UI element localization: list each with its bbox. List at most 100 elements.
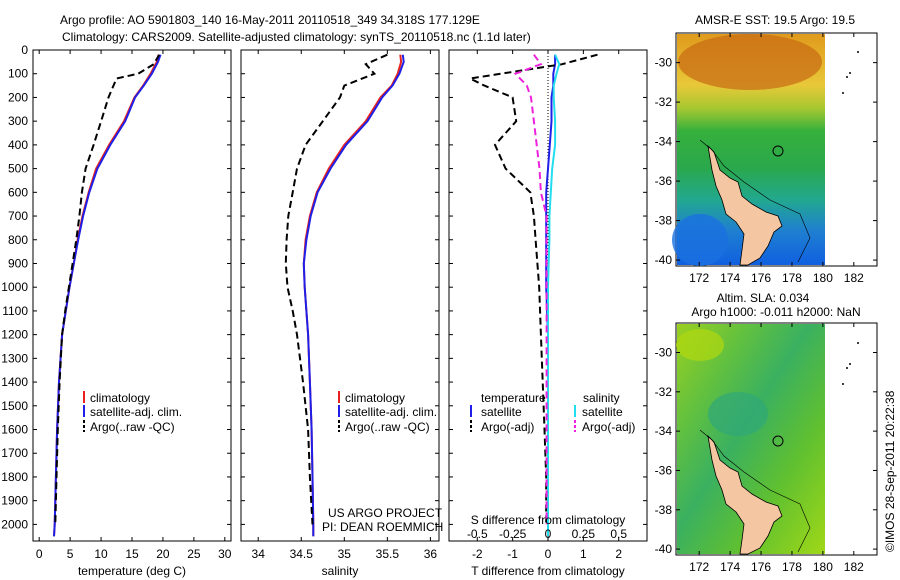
map-y-tick-label: -36 <box>655 174 673 188</box>
legend-s-satellite: satellite <box>582 405 623 419</box>
legend-satellite-adj: satellite-adj. clim. <box>90 405 182 419</box>
x-tick-label: 20 <box>156 547 170 561</box>
legend-argo: Argo(..raw -QC) <box>90 420 175 434</box>
map-x-tick-label: 172 <box>689 271 709 285</box>
depth-axis: 0 100 200 300 400 500 600 700 800 900 1000 1100 1200… <box>1 43 647 531</box>
s-tick-label: 0 <box>545 527 552 541</box>
x-tick-label: 34.5 <box>290 547 314 561</box>
x-tick-label: 1 <box>580 547 587 561</box>
series-t-argo-adj- <box>466 53 598 525</box>
x-tick-label: 15 <box>125 547 139 561</box>
y-tick-label: 600 <box>8 185 28 199</box>
argo-float-position <box>772 145 784 157</box>
argo-float-position <box>772 435 784 447</box>
series-climatology <box>53 54 160 537</box>
map-x-tick-label: 178 <box>782 271 802 285</box>
t-difference-xlabel: T difference from climatology <box>471 564 625 578</box>
legend-t-argo: Argo(-adj) <box>481 420 534 434</box>
s-tick-label: 0.25 <box>572 527 596 541</box>
temperature-panel: 0100200300400500600700800900100011001200… <box>1 43 647 578</box>
salinity-panel: 34 34.5 35 35.5 36 salinity climatology sate… <box>240 49 443 578</box>
map-y-tick-label: -30 <box>655 345 673 359</box>
x-tick-label: 2 <box>615 547 622 561</box>
s-difference-ticks: -0.5 -0.25 0 0.25 0.5 <box>467 527 627 541</box>
x-tick-label: 0 <box>36 547 43 561</box>
legend-climatology: climatology <box>345 391 405 405</box>
y-tick-label: 1300 <box>1 351 28 365</box>
temperature-legend: climatology satellite-adj. clim. Argo(..… <box>83 391 182 434</box>
sla-high-patch <box>676 329 724 361</box>
kermadec-islands <box>842 51 859 94</box>
map-x-tick-label: 174 <box>720 271 740 285</box>
x-tick-label: 36 <box>424 547 438 561</box>
sst-map: AMSR-E SST: 19.5 Argo: 19.5 172 174 176 178… <box>655 13 878 285</box>
sst-cool-patch <box>672 214 728 266</box>
title-line-1: Argo profile: AO 5901803_140 16-May-2011… <box>60 13 480 27</box>
map-y-tick-label: -30 <box>655 56 673 70</box>
y-tick-label: 300 <box>8 114 28 128</box>
map-y-tick-label: -36 <box>655 463 673 477</box>
s-tick-label: -0.25 <box>499 527 527 541</box>
x-tick-label: 0 <box>545 547 552 561</box>
x-tick-label: -2 <box>472 547 483 561</box>
legend-t-satellite: satellite <box>481 405 522 419</box>
kermadec-islands <box>842 342 859 385</box>
x-tick-label: -1 <box>507 547 518 561</box>
series-satellite-adj-clim- <box>53 54 162 537</box>
difference-panel: -2 -1 0 1 2 S difference from climatology -0… <box>448 49 648 578</box>
s-tick-label: 0.5 <box>610 527 627 541</box>
bathymetry-contour <box>699 139 811 263</box>
series-s-satellite <box>547 54 561 537</box>
x-tick-label: 25 <box>187 547 201 561</box>
y-tick-label: 1800 <box>1 470 28 484</box>
y-tick-label: 1100 <box>2 304 28 318</box>
salinity-axes-box <box>240 49 440 542</box>
map-y-tick-label: -40 <box>655 253 673 267</box>
legend-header-salinity: salinity <box>583 391 620 405</box>
y-tick-label: 400 <box>8 138 28 152</box>
series-argo-raw-qc- <box>54 54 161 525</box>
credit-line-1: US ARGO PROJECT <box>328 506 443 520</box>
credit-line-2: PI: DEAN ROEMMICH <box>322 520 443 534</box>
sst-map-axes: 172 174 176 178 180 182 -30 -32 -34 -36 -38 -40 <box>655 33 877 285</box>
sla-map-axes: 172 174 176 178 180 182 -30 -32 -34 -36 -38 -40 <box>655 323 877 574</box>
y-tick-label: 100 <box>8 67 28 81</box>
y-tick-label: 1000 <box>1 280 28 294</box>
s-tick-label: -0.5 <box>467 527 488 541</box>
sla-map-subtitle: Argo h1000: -0.011 h2000: NaN <box>691 305 860 319</box>
sst-warm-patch <box>678 34 822 90</box>
temperature-axes-box <box>32 49 232 542</box>
x-tick-label: 5 <box>67 547 74 561</box>
map-x-tick-label: 182 <box>844 560 864 574</box>
x-tick-label: 35.5 <box>376 547 400 561</box>
map-x-tick-label: 172 <box>689 560 709 574</box>
legend-header-temperature: temperature <box>481 391 546 405</box>
y-tick-label: 1600 <box>1 423 28 437</box>
x-tick-label: 30 <box>218 547 232 561</box>
y-tick-label: 2000 <box>1 517 28 531</box>
y-tick-label: 200 <box>8 90 28 104</box>
map-x-tick-label: 176 <box>751 560 771 574</box>
legend-argo: Argo(..raw -QC) <box>345 420 430 434</box>
y-tick-label: 1700 <box>1 446 28 460</box>
map-x-tick-label: 180 <box>813 271 833 285</box>
s-difference-xlabel: S difference from climatology <box>471 513 626 527</box>
map-y-tick-label: -34 <box>655 424 673 438</box>
temperature-series <box>53 54 162 537</box>
salinity-series <box>284 53 405 537</box>
series-s-argo-adj- <box>513 54 548 525</box>
map-y-tick-label: -40 <box>655 542 673 556</box>
series-argo-raw-qc- <box>284 53 388 525</box>
map-x-tick-label: 176 <box>751 271 771 285</box>
x-tick-label: 35 <box>338 547 352 561</box>
map-y-tick-label: -32 <box>655 95 673 109</box>
map-y-tick-label: -38 <box>655 503 673 517</box>
difference-x-axis: -2 -1 0 1 2 <box>472 50 622 561</box>
difference-series <box>466 53 598 537</box>
salinity-legend: climatology satellite-adj. clim. Argo(..… <box>338 391 437 434</box>
y-tick-label: 1400 <box>1 375 28 389</box>
series-satellite-adj-clim- <box>302 54 405 537</box>
x-tick-label: 10 <box>94 547 108 561</box>
legend-climatology: climatology <box>90 391 150 405</box>
